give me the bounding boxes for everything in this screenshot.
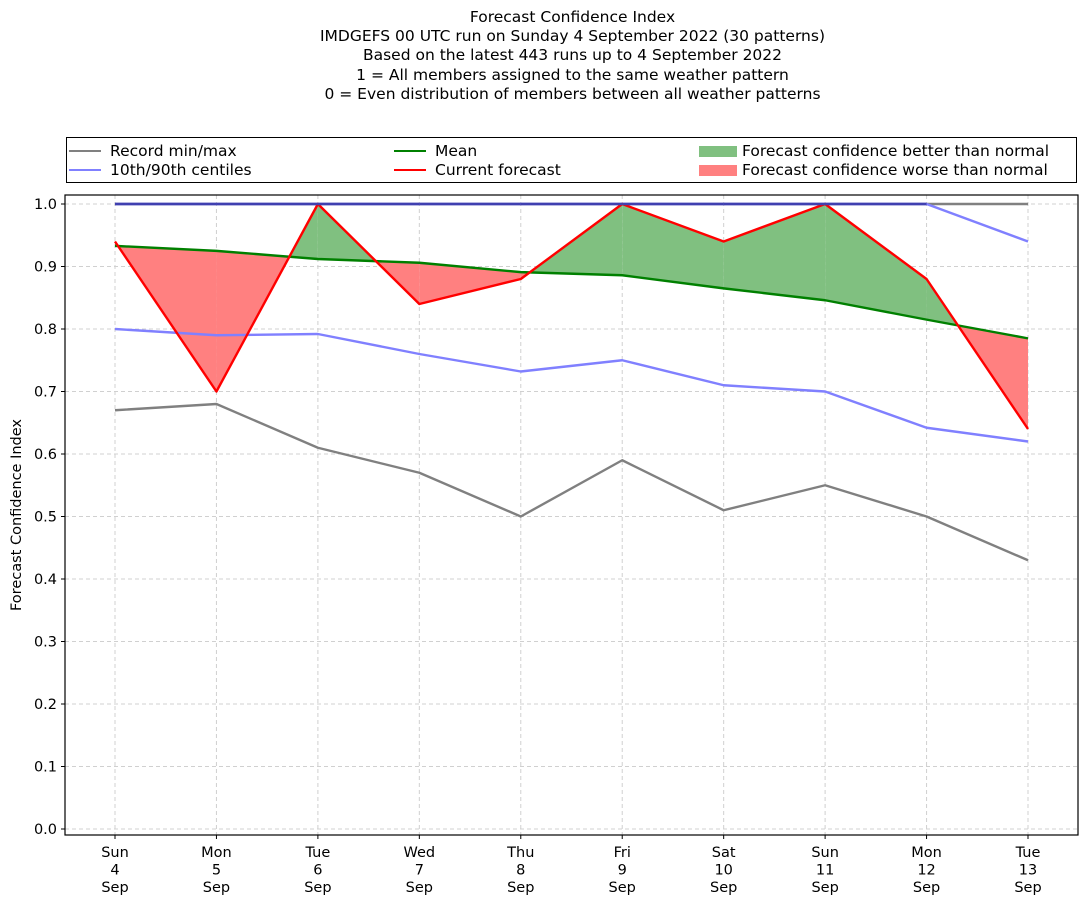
x-tick-label: Tue bbox=[1015, 845, 1041, 861]
x-tick-label: 13 bbox=[1019, 863, 1037, 879]
legend-label: Current forecast bbox=[435, 161, 561, 179]
legend-swatch bbox=[394, 169, 426, 171]
legend-swatch bbox=[699, 145, 737, 157]
x-tick-label: 9 bbox=[618, 863, 627, 879]
x-tick-label: Sep bbox=[1014, 880, 1041, 896]
title-line: 0 = Even distribution of members between… bbox=[324, 84, 821, 103]
y-axis-label: Forecast Confidence Index bbox=[9, 419, 25, 611]
x-tick-label: Sep bbox=[507, 880, 534, 896]
x-tick-label: Sun bbox=[101, 845, 129, 861]
x-tick-label: 12 bbox=[917, 863, 935, 879]
y-tick-label: 0.6 bbox=[34, 447, 57, 463]
y-tick-label: 1.0 bbox=[34, 197, 57, 213]
y-tick-label: 0.8 bbox=[34, 322, 57, 338]
fill-better-than-normal bbox=[825, 204, 927, 320]
fill-better-than-normal bbox=[622, 204, 724, 289]
x-tick-label: Fri bbox=[614, 845, 631, 861]
y-tick-label: 0.1 bbox=[34, 760, 57, 776]
legend-label: Mean bbox=[435, 142, 478, 160]
x-tick-label: 6 bbox=[313, 863, 322, 879]
legend-item-record: Record min/max bbox=[69, 141, 237, 161]
x-axis: Sun4SepMon5SepTue6SepWed7SepThu8SepFri9S… bbox=[101, 835, 1042, 896]
legend-label: Forecast confidence worse than normal bbox=[742, 161, 1048, 179]
x-tick-label: Sep bbox=[203, 880, 230, 896]
x-tick-label: Sun bbox=[811, 845, 839, 861]
y-tick-label: 0.4 bbox=[34, 572, 57, 588]
x-tick-label: 4 bbox=[110, 863, 119, 879]
series-line-10th-centile bbox=[114, 327, 1029, 443]
y-tick-label: 0.5 bbox=[34, 510, 57, 526]
y-tick-label: 0.2 bbox=[34, 697, 57, 713]
x-tick-label: Mon bbox=[911, 845, 942, 861]
x-tick-label: 11 bbox=[816, 863, 834, 879]
legend-item-better: Forecast confidence better than normal bbox=[699, 141, 1049, 161]
series-line-90th-centile bbox=[115, 202, 1029, 243]
legend-item-current: Current forecast bbox=[394, 160, 561, 180]
y-tick-label: 0.0 bbox=[34, 822, 57, 838]
x-tick-label: Sep bbox=[609, 880, 636, 896]
series-line-mean bbox=[114, 244, 1029, 340]
legend-item-mean: Mean bbox=[394, 141, 477, 161]
x-tick-label: Mon bbox=[201, 845, 232, 861]
legend-swatch bbox=[69, 150, 101, 152]
legend-label: 10th/90th centiles bbox=[110, 161, 252, 179]
legend-swatch bbox=[699, 164, 737, 176]
x-tick-label: 5 bbox=[212, 863, 221, 879]
legend-swatch bbox=[69, 169, 101, 171]
fills bbox=[115, 204, 1028, 429]
y-tick-label: 0.3 bbox=[34, 635, 57, 651]
title-line: IMDGEFS 00 UTC run on Sunday 4 September… bbox=[319, 27, 826, 46]
x-tick-label: Sat bbox=[712, 845, 736, 861]
fill-better-than-normal bbox=[723, 204, 826, 301]
x-tick-label: 8 bbox=[516, 863, 525, 879]
legend-swatch bbox=[394, 150, 426, 152]
legend-label: Record min/max bbox=[110, 142, 237, 160]
x-tick-label: Sep bbox=[406, 880, 433, 896]
x-tick-label: Thu bbox=[506, 845, 534, 861]
y-axis: 0.0 0.1 0.2 0.3 0.4 0.5 0.6 0.7 0.8 0.9 1.0 bbox=[34, 197, 65, 838]
title-line: Based on the latest 443 runs up to 4 Sep… bbox=[362, 46, 783, 65]
x-tick-label: Sep bbox=[710, 880, 737, 896]
chart-title: Forecast Confidence Index IMDGEFS 00 UTC… bbox=[0, 8, 1092, 104]
legend-item-centiles: 10th/90th centiles bbox=[69, 160, 252, 180]
x-tick-label: 7 bbox=[415, 863, 424, 879]
x-tick-label: Sep bbox=[101, 880, 128, 896]
plot-frame bbox=[64, 194, 1079, 836]
legend: Record min/max 10th/90th centiles Mean C… bbox=[66, 137, 1077, 183]
x-tick-label: Wed bbox=[404, 845, 436, 861]
x-tick-label: Sep bbox=[811, 880, 838, 896]
title-line: Forecast Confidence Index bbox=[469, 8, 676, 26]
series-line-current-forecast bbox=[114, 202, 1029, 430]
legend-label: Forecast confidence better than normal bbox=[742, 142, 1050, 160]
series-lines bbox=[114, 202, 1029, 562]
title-line: 1 = All members assigned to the same wea… bbox=[356, 65, 789, 84]
y-tick-label: 0.9 bbox=[34, 260, 57, 276]
x-tick-label: 10 bbox=[714, 863, 732, 879]
y-tick-label: 0.7 bbox=[34, 385, 57, 401]
fill-worse-than-normal bbox=[419, 262, 521, 304]
series-line-record-min bbox=[114, 402, 1029, 562]
x-tick-label: Sep bbox=[304, 880, 331, 896]
x-tick-label: Tue bbox=[304, 845, 330, 861]
x-tick-label: Sep bbox=[913, 880, 940, 896]
legend-item-worse: Forecast confidence worse than normal bbox=[699, 160, 1048, 180]
